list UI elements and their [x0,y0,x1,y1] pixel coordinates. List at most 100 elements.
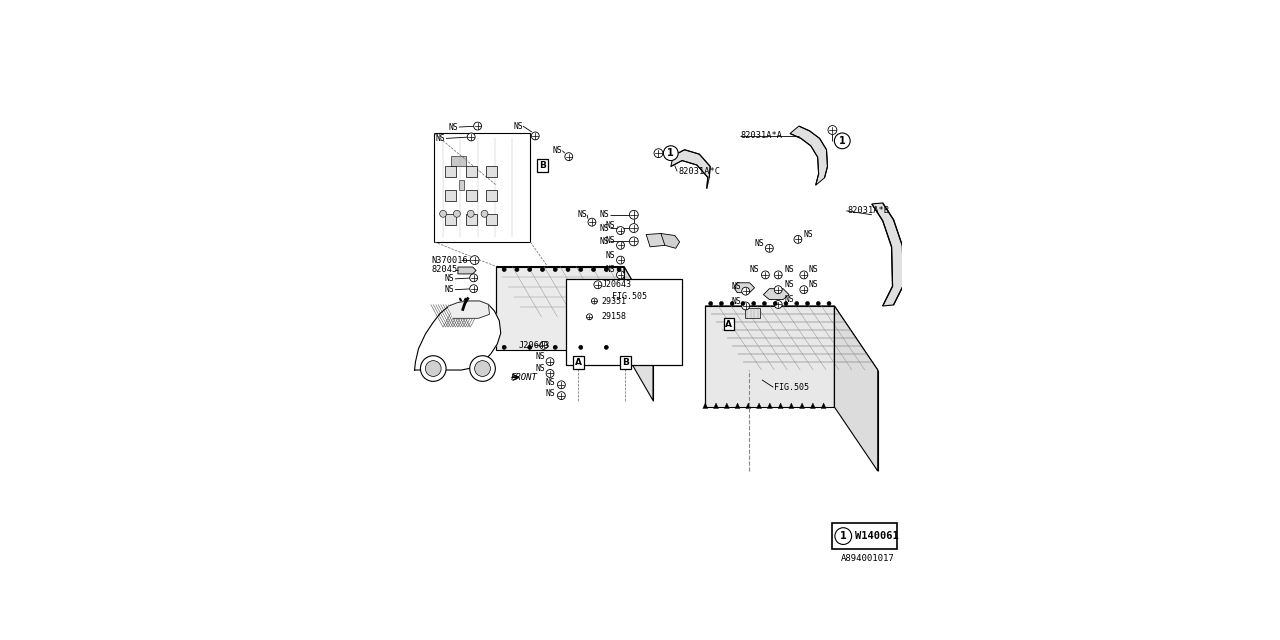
Circle shape [591,298,598,304]
Polygon shape [778,403,783,408]
Polygon shape [768,403,772,408]
Circle shape [617,227,625,234]
Text: W140061: W140061 [855,531,899,541]
Polygon shape [835,306,878,471]
Text: FIG.505: FIG.505 [612,292,646,301]
Bar [723,318,735,330]
Circle shape [425,361,442,376]
Text: NS: NS [731,296,741,305]
Text: 1: 1 [667,148,675,158]
Text: J20643: J20643 [602,280,632,289]
Circle shape [604,268,608,271]
Circle shape [654,148,663,157]
Polygon shape [577,318,636,338]
Polygon shape [746,403,751,408]
Bar [620,356,631,369]
Text: FRONT: FRONT [511,373,538,382]
Bar [486,214,498,225]
Circle shape [586,314,593,320]
Circle shape [774,285,782,294]
Circle shape [558,392,566,399]
Circle shape [553,346,557,349]
Text: NS: NS [605,251,616,260]
Circle shape [439,211,447,217]
Circle shape [805,301,809,305]
Bar [572,356,584,369]
Circle shape [527,346,531,349]
Bar [466,190,476,201]
Text: NS: NS [599,211,609,220]
Bar [566,279,682,365]
Circle shape [591,268,595,271]
Polygon shape [460,180,463,190]
Circle shape [663,146,678,161]
Polygon shape [497,266,653,317]
Circle shape [547,358,554,365]
Text: NS: NS [535,352,545,361]
Circle shape [467,133,475,141]
Circle shape [604,346,608,349]
Circle shape [470,274,477,282]
Circle shape [730,301,735,305]
Polygon shape [449,301,489,318]
Polygon shape [800,403,805,408]
Circle shape [558,381,566,388]
Circle shape [835,528,851,545]
Circle shape [800,285,808,294]
Polygon shape [735,403,740,408]
Bar [466,166,476,177]
Text: NS: NS [448,123,458,132]
Text: NS: NS [605,236,616,245]
Circle shape [540,268,544,271]
Text: NS: NS [435,134,445,143]
Polygon shape [763,289,788,300]
Text: NS: NS [513,122,522,131]
Circle shape [794,236,801,243]
Text: A: A [575,358,581,367]
Text: NS: NS [599,223,609,232]
Text: NS: NS [785,266,794,275]
Circle shape [502,268,506,271]
Text: 1: 1 [838,136,846,146]
Text: NS: NS [731,282,741,291]
Circle shape [762,271,769,279]
Polygon shape [756,403,762,408]
Polygon shape [724,403,730,408]
Circle shape [835,133,850,148]
Polygon shape [623,266,653,401]
Circle shape [630,211,639,220]
Text: NS: NS [535,364,545,373]
Circle shape [566,268,570,271]
Circle shape [470,256,479,264]
Circle shape [630,237,639,246]
Text: 82045: 82045 [431,266,458,275]
Polygon shape [745,308,760,318]
Text: NS: NS [605,221,616,230]
Circle shape [763,301,767,305]
Circle shape [719,301,723,305]
Polygon shape [452,156,466,166]
Circle shape [531,132,539,140]
Circle shape [785,301,788,305]
Circle shape [540,341,548,349]
Bar [445,214,456,225]
Text: NS: NS [755,239,764,248]
Polygon shape [415,301,500,370]
Polygon shape [788,403,794,408]
Polygon shape [822,403,826,408]
Text: NS: NS [545,388,556,397]
Polygon shape [497,266,623,350]
Circle shape [741,287,750,295]
Polygon shape [872,203,904,306]
Text: NS: NS [444,275,454,284]
Polygon shape [733,283,755,292]
Circle shape [588,218,596,226]
Bar [434,134,530,242]
Text: 29158: 29158 [602,312,627,321]
Bar [832,524,897,549]
Circle shape [751,301,755,305]
Text: J20643: J20643 [518,341,550,350]
Polygon shape [671,150,710,189]
Circle shape [579,268,582,271]
Circle shape [470,356,495,381]
